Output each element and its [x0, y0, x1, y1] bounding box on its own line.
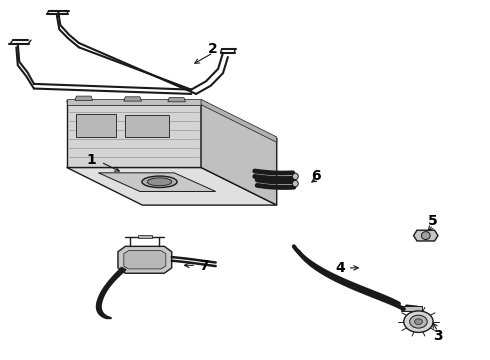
Polygon shape	[340, 279, 347, 285]
Ellipse shape	[293, 173, 298, 180]
Polygon shape	[125, 116, 169, 137]
Polygon shape	[368, 290, 374, 296]
Polygon shape	[398, 303, 404, 309]
Polygon shape	[328, 273, 335, 279]
Ellipse shape	[293, 180, 298, 187]
Polygon shape	[319, 268, 326, 275]
Polygon shape	[346, 282, 354, 288]
Polygon shape	[338, 278, 345, 284]
Polygon shape	[355, 285, 362, 291]
Circle shape	[415, 319, 422, 324]
Polygon shape	[366, 289, 372, 296]
Polygon shape	[298, 252, 305, 259]
Polygon shape	[76, 114, 116, 137]
Polygon shape	[67, 99, 201, 105]
Polygon shape	[67, 167, 277, 205]
Polygon shape	[377, 294, 384, 300]
Polygon shape	[118, 246, 172, 273]
Circle shape	[410, 315, 427, 328]
Text: 2: 2	[208, 42, 218, 56]
Polygon shape	[373, 293, 380, 299]
Polygon shape	[201, 101, 277, 205]
Polygon shape	[318, 267, 324, 274]
Polygon shape	[395, 302, 401, 308]
Polygon shape	[381, 296, 388, 302]
Polygon shape	[390, 299, 396, 305]
Text: 3: 3	[433, 329, 443, 343]
Polygon shape	[323, 270, 330, 277]
Polygon shape	[401, 306, 422, 311]
Polygon shape	[297, 251, 303, 257]
Polygon shape	[394, 301, 400, 307]
Polygon shape	[386, 298, 393, 304]
Polygon shape	[385, 297, 391, 303]
Polygon shape	[312, 264, 319, 270]
Polygon shape	[353, 284, 360, 291]
Ellipse shape	[421, 231, 430, 239]
Polygon shape	[375, 293, 382, 300]
Text: 5: 5	[428, 214, 438, 228]
Text: 4: 4	[335, 261, 345, 275]
Polygon shape	[306, 258, 312, 265]
Polygon shape	[302, 256, 309, 263]
Polygon shape	[396, 302, 403, 309]
Polygon shape	[138, 234, 152, 238]
Polygon shape	[383, 296, 390, 302]
Polygon shape	[168, 98, 185, 102]
Polygon shape	[201, 99, 277, 142]
Polygon shape	[75, 96, 93, 100]
Polygon shape	[392, 301, 399, 306]
Polygon shape	[314, 265, 321, 271]
Polygon shape	[334, 276, 341, 282]
Polygon shape	[332, 275, 339, 281]
Polygon shape	[379, 295, 386, 301]
Polygon shape	[294, 246, 300, 253]
Polygon shape	[342, 280, 349, 286]
Circle shape	[404, 311, 433, 332]
Polygon shape	[362, 288, 368, 294]
Polygon shape	[344, 280, 351, 287]
Polygon shape	[307, 260, 314, 266]
Polygon shape	[311, 262, 317, 269]
Polygon shape	[414, 230, 438, 241]
Ellipse shape	[147, 178, 172, 186]
Polygon shape	[371, 292, 378, 298]
Text: 1: 1	[86, 153, 96, 167]
Polygon shape	[359, 287, 367, 293]
Polygon shape	[300, 253, 306, 260]
Polygon shape	[321, 269, 328, 276]
Polygon shape	[301, 255, 307, 261]
Polygon shape	[325, 271, 333, 278]
Polygon shape	[369, 291, 376, 297]
Polygon shape	[388, 298, 394, 305]
Polygon shape	[309, 261, 316, 268]
Text: 7: 7	[198, 259, 208, 273]
Polygon shape	[349, 283, 356, 289]
Polygon shape	[336, 277, 343, 283]
Ellipse shape	[142, 176, 177, 188]
Polygon shape	[357, 286, 364, 292]
Polygon shape	[304, 257, 311, 264]
Polygon shape	[316, 266, 322, 273]
Polygon shape	[364, 289, 370, 295]
Polygon shape	[351, 283, 358, 290]
Polygon shape	[98, 173, 216, 192]
Polygon shape	[124, 97, 142, 101]
Polygon shape	[67, 101, 201, 167]
Polygon shape	[391, 300, 397, 306]
Polygon shape	[295, 248, 301, 255]
Text: 6: 6	[311, 170, 320, 183]
Polygon shape	[296, 249, 302, 256]
Polygon shape	[330, 274, 337, 280]
Polygon shape	[124, 251, 166, 269]
